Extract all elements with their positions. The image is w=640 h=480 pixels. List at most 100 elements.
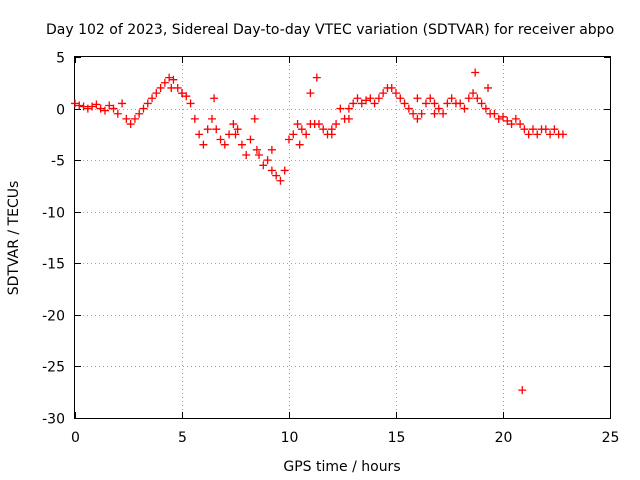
data-point — [494, 114, 503, 123]
y-tick-label: -15 — [42, 257, 65, 273]
data-point — [210, 94, 219, 103]
data-point — [148, 94, 157, 103]
data-point — [362, 96, 371, 105]
x-tick-label: 10 — [281, 430, 299, 446]
data-point — [439, 109, 448, 118]
data-point — [430, 109, 439, 118]
y-tick-labels: 5 0 -5 -10 -15 -20 -25 -30 — [42, 51, 65, 428]
data-point — [285, 135, 293, 144]
data-point — [357, 99, 366, 108]
y-tick-label: -5 — [51, 154, 65, 170]
y-tick-label: 5 — [56, 51, 65, 67]
data-point — [471, 68, 480, 77]
y-tick-label: 0 — [56, 103, 65, 119]
data-point — [421, 99, 430, 108]
data-point — [417, 109, 426, 118]
data-point — [199, 140, 208, 149]
data-point — [272, 171, 281, 180]
data-point — [332, 120, 341, 129]
data-point — [503, 116, 512, 125]
data-point — [186, 99, 195, 108]
data-point — [507, 120, 516, 129]
data-point — [477, 99, 486, 108]
x-tick-labels: 0 5 10 15 20 25 — [71, 430, 619, 446]
data-point — [374, 94, 383, 103]
data-point — [263, 156, 272, 165]
data-point — [349, 99, 358, 108]
data-point — [546, 130, 555, 139]
data-point — [113, 109, 122, 118]
y-tick-label: -20 — [42, 309, 65, 325]
data-point — [122, 114, 131, 123]
data-point — [71, 99, 79, 108]
data-point — [118, 99, 127, 108]
data-point — [413, 94, 422, 103]
data-point — [490, 109, 499, 118]
data-point — [413, 114, 422, 123]
data-point — [250, 114, 259, 123]
data-point — [88, 102, 97, 111]
data-point — [152, 89, 161, 98]
data-point — [100, 106, 109, 115]
data-point — [481, 104, 490, 113]
data-point — [252, 145, 261, 154]
data-point — [109, 104, 118, 113]
data-point — [550, 125, 559, 134]
data-point — [366, 94, 375, 103]
data-point — [259, 161, 268, 170]
data-point — [456, 99, 465, 108]
y-axis-label: SDTVAR / TECUs — [6, 181, 22, 296]
data-point — [314, 120, 323, 129]
data-point — [387, 83, 396, 92]
data-point — [280, 166, 289, 175]
data-point — [524, 130, 533, 139]
data-point — [167, 83, 176, 92]
data-point — [473, 94, 482, 103]
data-point — [511, 114, 520, 123]
data-point — [396, 94, 405, 103]
data-point — [207, 114, 216, 123]
data-point — [289, 130, 298, 139]
axis-ticks — [75, 57, 611, 419]
data-point — [178, 89, 186, 98]
data-point — [516, 120, 525, 129]
data-point — [105, 101, 114, 110]
data-point — [295, 140, 304, 149]
data-point — [430, 99, 439, 108]
data-point — [135, 109, 144, 118]
y-tick-label: -25 — [42, 360, 65, 376]
data-point — [353, 94, 362, 103]
data-point — [267, 145, 276, 154]
chart-title: Day 102 of 2023, Sidereal Day-to-day VTE… — [46, 22, 614, 38]
data-point — [126, 120, 135, 129]
y-tick-label: -30 — [42, 412, 65, 428]
data-point — [276, 176, 285, 185]
x-tick-label: 5 — [178, 430, 187, 446]
data-point — [237, 140, 246, 149]
data-point — [312, 73, 321, 82]
x-tick-label: 25 — [602, 430, 620, 446]
data-point — [302, 130, 311, 139]
data-point — [404, 104, 413, 113]
data-point — [443, 99, 452, 108]
data-point — [212, 125, 221, 134]
data-point — [139, 104, 148, 113]
data-point — [520, 125, 529, 134]
plot-frame — [74, 56, 611, 419]
data-point — [233, 125, 242, 134]
x-axis-label: GPS time / hours — [283, 459, 400, 475]
data-point — [469, 89, 478, 98]
x-tick-label: 20 — [495, 430, 513, 446]
data-point — [533, 130, 542, 139]
data-point — [426, 94, 435, 103]
data-point — [160, 78, 169, 87]
y-tick-label: -10 — [42, 206, 65, 222]
data-point — [499, 112, 507, 121]
x-tick-label: 0 — [71, 430, 80, 446]
data-point — [231, 130, 240, 139]
x-tick-label: 15 — [388, 430, 406, 446]
data-point — [541, 125, 550, 134]
data-point — [130, 114, 139, 123]
data-point — [203, 125, 212, 134]
